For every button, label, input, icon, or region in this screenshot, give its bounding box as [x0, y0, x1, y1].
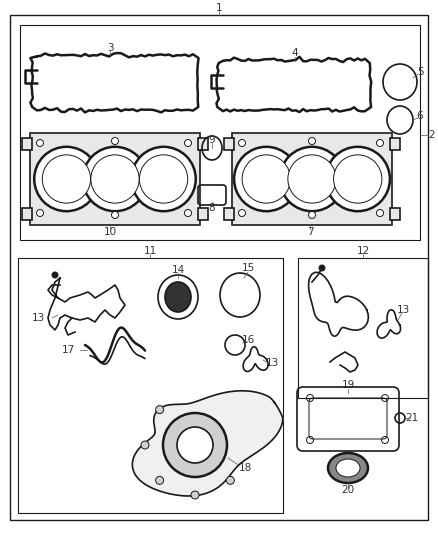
Ellipse shape: [308, 138, 315, 144]
Ellipse shape: [184, 209, 191, 216]
Text: 1: 1: [215, 3, 223, 13]
Text: 4: 4: [292, 48, 298, 58]
Ellipse shape: [112, 138, 119, 144]
Text: 18: 18: [238, 463, 251, 473]
Ellipse shape: [36, 209, 43, 216]
Text: 6: 6: [417, 111, 423, 121]
Ellipse shape: [91, 155, 139, 203]
Ellipse shape: [328, 453, 368, 483]
Text: 3: 3: [107, 43, 113, 53]
Polygon shape: [132, 391, 283, 496]
Ellipse shape: [184, 140, 191, 147]
Bar: [390, 138, 400, 150]
Text: 13: 13: [32, 313, 45, 323]
Ellipse shape: [336, 459, 360, 477]
Ellipse shape: [155, 406, 164, 414]
Text: 7: 7: [307, 227, 313, 237]
Ellipse shape: [377, 209, 384, 216]
Ellipse shape: [288, 155, 336, 203]
Text: 14: 14: [171, 265, 185, 275]
Text: 8: 8: [208, 203, 215, 213]
Text: 19: 19: [341, 380, 355, 390]
Text: 5: 5: [417, 67, 423, 77]
Ellipse shape: [280, 147, 344, 211]
Ellipse shape: [308, 212, 315, 219]
Bar: [20, 25, 420, 240]
Ellipse shape: [139, 155, 188, 203]
Ellipse shape: [141, 441, 149, 449]
Bar: [30, 133, 200, 225]
Ellipse shape: [239, 209, 246, 216]
Bar: [298, 258, 428, 398]
Ellipse shape: [239, 140, 246, 147]
Ellipse shape: [131, 147, 196, 211]
Ellipse shape: [191, 491, 199, 499]
Ellipse shape: [34, 147, 99, 211]
Text: 13: 13: [396, 305, 410, 315]
Text: 11: 11: [143, 246, 157, 256]
Ellipse shape: [377, 140, 384, 147]
Bar: [224, 138, 234, 150]
Ellipse shape: [242, 155, 290, 203]
Ellipse shape: [52, 272, 58, 278]
Bar: [18, 258, 283, 513]
Ellipse shape: [334, 155, 382, 203]
Text: 15: 15: [241, 263, 254, 273]
Ellipse shape: [42, 155, 91, 203]
Ellipse shape: [325, 147, 390, 211]
Bar: [22, 138, 32, 150]
Text: 20: 20: [342, 485, 355, 495]
Ellipse shape: [319, 265, 325, 271]
Ellipse shape: [165, 282, 191, 312]
Ellipse shape: [177, 427, 213, 463]
Ellipse shape: [234, 147, 298, 211]
Bar: [198, 208, 208, 220]
Ellipse shape: [36, 140, 43, 147]
Ellipse shape: [155, 477, 164, 484]
Ellipse shape: [112, 212, 119, 219]
Bar: [224, 208, 234, 220]
Text: 16: 16: [241, 335, 254, 345]
Bar: [198, 138, 208, 150]
Ellipse shape: [83, 147, 147, 211]
Bar: [22, 208, 32, 220]
Text: 9: 9: [208, 135, 215, 145]
Text: 13: 13: [265, 358, 279, 368]
Text: 17: 17: [61, 345, 74, 355]
Text: 12: 12: [357, 246, 370, 256]
Ellipse shape: [226, 477, 234, 484]
Ellipse shape: [163, 413, 227, 477]
Text: 21: 21: [406, 413, 419, 423]
Bar: [390, 208, 400, 220]
Text: 2: 2: [429, 130, 435, 140]
Text: 10: 10: [103, 227, 117, 237]
Bar: [232, 133, 392, 225]
